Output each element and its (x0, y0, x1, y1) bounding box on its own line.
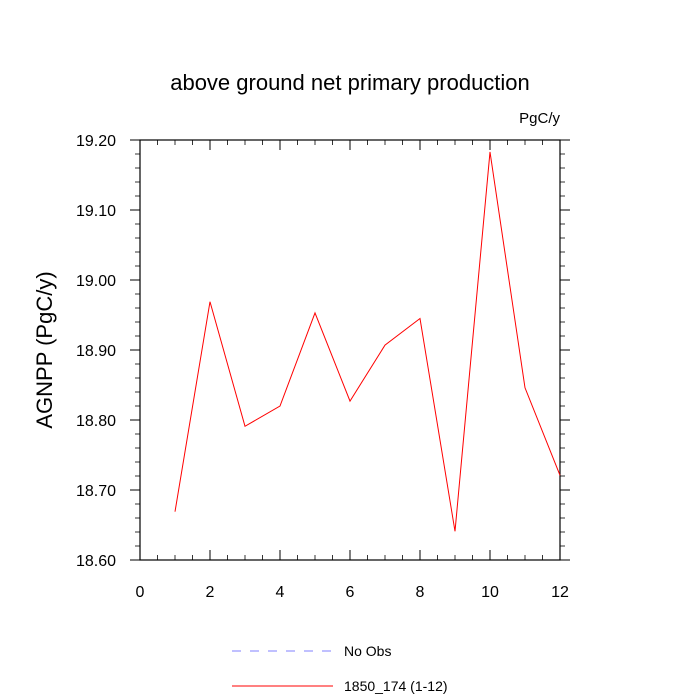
x-tick-label: 12 (551, 584, 569, 601)
x-tick-label: 0 (136, 584, 145, 601)
x-tick-label: 4 (276, 584, 285, 601)
y-tick-labels: 18.60 18.70 18.80 18.90 19.00 19.10 19.20 (76, 133, 116, 570)
axis-ticks (130, 139, 570, 561)
series-layer (174, 151, 561, 532)
y-tick-label: 19.00 (76, 273, 116, 290)
units-label: PgC/y (519, 110, 560, 127)
series-line (174, 151, 561, 532)
x-tick-label: 10 (481, 584, 499, 601)
x-tick-label: 8 (416, 584, 425, 601)
chart-title: above ground net primary production (170, 70, 530, 95)
y-tick-label: 18.90 (76, 343, 116, 360)
y-tick-label: 19.10 (76, 203, 116, 220)
legend-label: 1850_174 (1-12) (344, 678, 448, 694)
x-tick-labels: 0 2 4 6 8 10 12 (136, 584, 569, 601)
legend-label: No Obs (344, 643, 391, 659)
x-tick-label: 2 (206, 584, 215, 601)
y-tick-label: 18.60 (76, 553, 116, 570)
y-tick-label: 19.20 (76, 133, 116, 150)
plot-frame (139, 139, 561, 561)
y-tick-label: 18.80 (76, 413, 116, 430)
y-axis-label: AGNPP (PgC/y) (32, 271, 57, 428)
y-tick-label: 18.70 (76, 483, 116, 500)
legend: No Obs 1850_174 (1-12) (232, 643, 448, 694)
x-tick-label: 6 (346, 584, 355, 601)
